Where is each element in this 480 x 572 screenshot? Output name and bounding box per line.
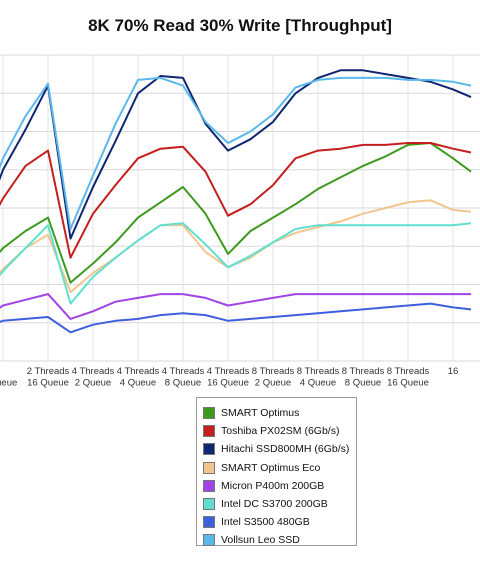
legend: SMART Optimus Toshiba PX02SM (6Gb/s) Hitac… (196, 397, 357, 549)
series-line-intel-s3500-480gb (0, 302, 472, 334)
legend-label: Micron P400m 200GB (221, 479, 325, 492)
legend-swatch (203, 443, 215, 456)
legend-item: Vollsun Leo SSD (203, 531, 356, 549)
legend-item: Intel DC S3700 200GB (203, 495, 356, 513)
legend-item: Hitachi SSD800MH (6Gb/s) (203, 440, 356, 458)
legend-item: SMART Optimus (203, 404, 356, 422)
legend-label: SMART Optimus Eco (221, 461, 321, 474)
legend-label: Intel DC S3700 200GB (221, 498, 328, 511)
chart-title: 8K 70% Read 30% Write [Throughput] (88, 16, 392, 35)
legend-item: Micron P400m 200GB (203, 477, 356, 495)
x-tick-label: 4 Threads 8 Queue (162, 366, 205, 389)
series-line-intel-dc-s3700-200gb (0, 222, 472, 305)
legend-item: Toshiba PX02SM (6Gb/s) (203, 422, 356, 440)
gridlines (0, 54, 480, 362)
legend-swatch (203, 407, 215, 420)
x-tick-label: 8 Threads 16 Queue (387, 366, 430, 389)
legend-label: Toshiba PX02SM (6Gb/s) (221, 425, 340, 438)
legend-label: Intel S3500 480GB (221, 516, 310, 529)
legend-swatch (203, 479, 215, 492)
series-line-smart-optimus (0, 142, 472, 284)
x-tick-label: Queue (0, 378, 17, 389)
x-tick-label: 16 (448, 366, 459, 377)
legend-swatch (203, 498, 215, 511)
legend-item: Intel S3500 480GB (203, 513, 356, 531)
x-tick-label: 4 Threads 2 Queue (72, 366, 115, 389)
x-tick-label: 2 Threads 16 Queue (27, 366, 70, 389)
series-line-toshiba-px02sm-6gb-s (0, 142, 472, 259)
legend-item: SMART Optimus Eco (203, 459, 356, 477)
legend-swatch (203, 534, 215, 547)
legend-swatch (203, 425, 215, 438)
legend-label: SMART Optimus (221, 407, 300, 420)
legend-swatch (203, 516, 215, 529)
series-line-hitachi-ssd800mh-6gb-s (0, 69, 472, 240)
x-tick-label: 8 Threads 4 Queue (297, 366, 340, 389)
x-tick-label: 4 Threads 4 Queue (117, 366, 160, 389)
series-line-vollsun-leo-ssd (0, 76, 472, 230)
x-tick-label: 4 Threads 16 Queue (207, 366, 250, 389)
legend-swatch (203, 461, 215, 474)
series-lines (0, 69, 472, 334)
x-tick-label: 8 Threads 8 Queue (342, 366, 385, 389)
legend-label: Hitachi SSD800MH (6Gb/s) (221, 443, 350, 456)
series-line-micron-p400m-200gb (0, 293, 471, 320)
x-tick-label: 8 Threads 2 Queue (252, 366, 295, 389)
legend-label: Vollsun Leo SSD (221, 534, 300, 547)
